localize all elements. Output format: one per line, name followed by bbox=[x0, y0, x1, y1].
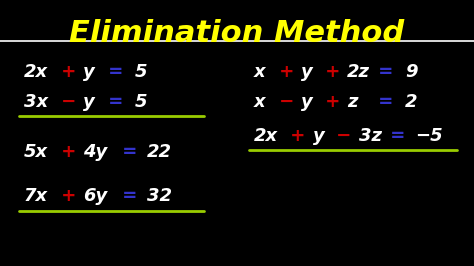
Text: =: = bbox=[372, 93, 400, 111]
Text: x: x bbox=[254, 93, 265, 111]
Text: y: y bbox=[301, 63, 313, 81]
Text: −: − bbox=[273, 93, 300, 111]
Text: 3x: 3x bbox=[24, 93, 48, 111]
Text: +: + bbox=[319, 63, 346, 81]
Text: y: y bbox=[313, 127, 325, 145]
Text: 5: 5 bbox=[135, 93, 147, 111]
Text: −: − bbox=[330, 127, 358, 145]
Text: Elimination Method: Elimination Method bbox=[69, 19, 405, 48]
Text: x: x bbox=[254, 63, 265, 81]
Text: −: − bbox=[55, 93, 82, 111]
Text: 3z: 3z bbox=[359, 127, 382, 145]
Text: +: + bbox=[273, 63, 300, 81]
Text: 32: 32 bbox=[147, 186, 172, 205]
Text: =: = bbox=[116, 186, 144, 205]
Text: 5: 5 bbox=[135, 63, 147, 81]
Text: y: y bbox=[83, 63, 95, 81]
Text: +: + bbox=[55, 63, 82, 81]
Text: 2x: 2x bbox=[254, 127, 278, 145]
Text: 9: 9 bbox=[405, 63, 418, 81]
Text: =: = bbox=[372, 63, 400, 81]
Text: 4y: 4y bbox=[83, 143, 107, 161]
Text: 7x: 7x bbox=[24, 186, 48, 205]
Text: y: y bbox=[301, 93, 313, 111]
Text: +: + bbox=[284, 127, 312, 145]
Text: =: = bbox=[116, 143, 144, 161]
Text: =: = bbox=[384, 127, 411, 145]
Text: 2z: 2z bbox=[347, 63, 370, 81]
Text: =: = bbox=[102, 63, 129, 81]
Text: y: y bbox=[83, 93, 95, 111]
Text: +: + bbox=[55, 186, 82, 205]
Text: 22: 22 bbox=[147, 143, 172, 161]
Text: −5: −5 bbox=[415, 127, 442, 145]
Text: 2: 2 bbox=[405, 93, 418, 111]
Text: 6y: 6y bbox=[83, 186, 107, 205]
Text: 2x: 2x bbox=[24, 63, 48, 81]
Text: +: + bbox=[55, 143, 82, 161]
Text: =: = bbox=[102, 93, 129, 111]
Text: 5x: 5x bbox=[24, 143, 48, 161]
Text: +: + bbox=[319, 93, 346, 111]
Text: z: z bbox=[347, 93, 357, 111]
